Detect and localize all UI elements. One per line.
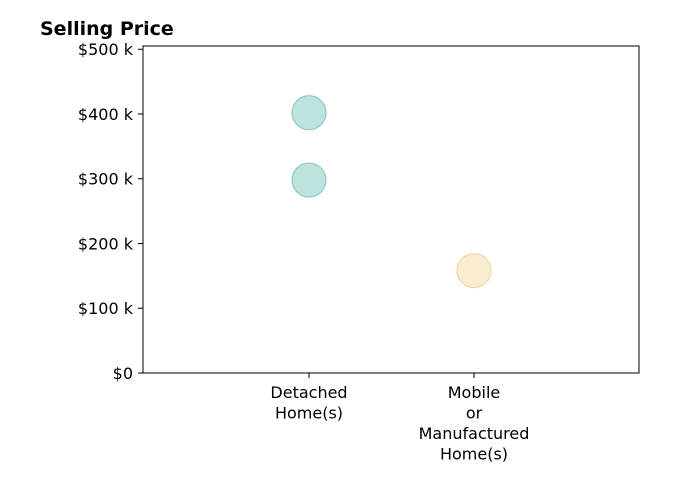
plot-area: $0 $100 k $200 k $300 k $400 k $500 k Detached… [78, 40, 640, 464]
y-tick-label-4: $400 k [78, 105, 134, 124]
y-tick-label-0: $0 [113, 364, 133, 383]
data-point-0 [291, 95, 327, 131]
plot-frame [142, 45, 640, 374]
data-point-1 [291, 162, 327, 198]
y-tick-label-3: $300 k [78, 170, 134, 189]
y-tick-label-5: $500 k [78, 40, 134, 59]
data-point-2 [456, 253, 492, 289]
chart-title: Selling Price [40, 18, 174, 40]
y-tick-label-1: $100 k [78, 299, 134, 318]
y-tick-label-2: $200 k [78, 234, 134, 253]
x-tick-label-1: Mobile or Manufactured Home(s) [419, 383, 530, 464]
x-tick-label-0: Detached Home(s) [270, 383, 347, 423]
